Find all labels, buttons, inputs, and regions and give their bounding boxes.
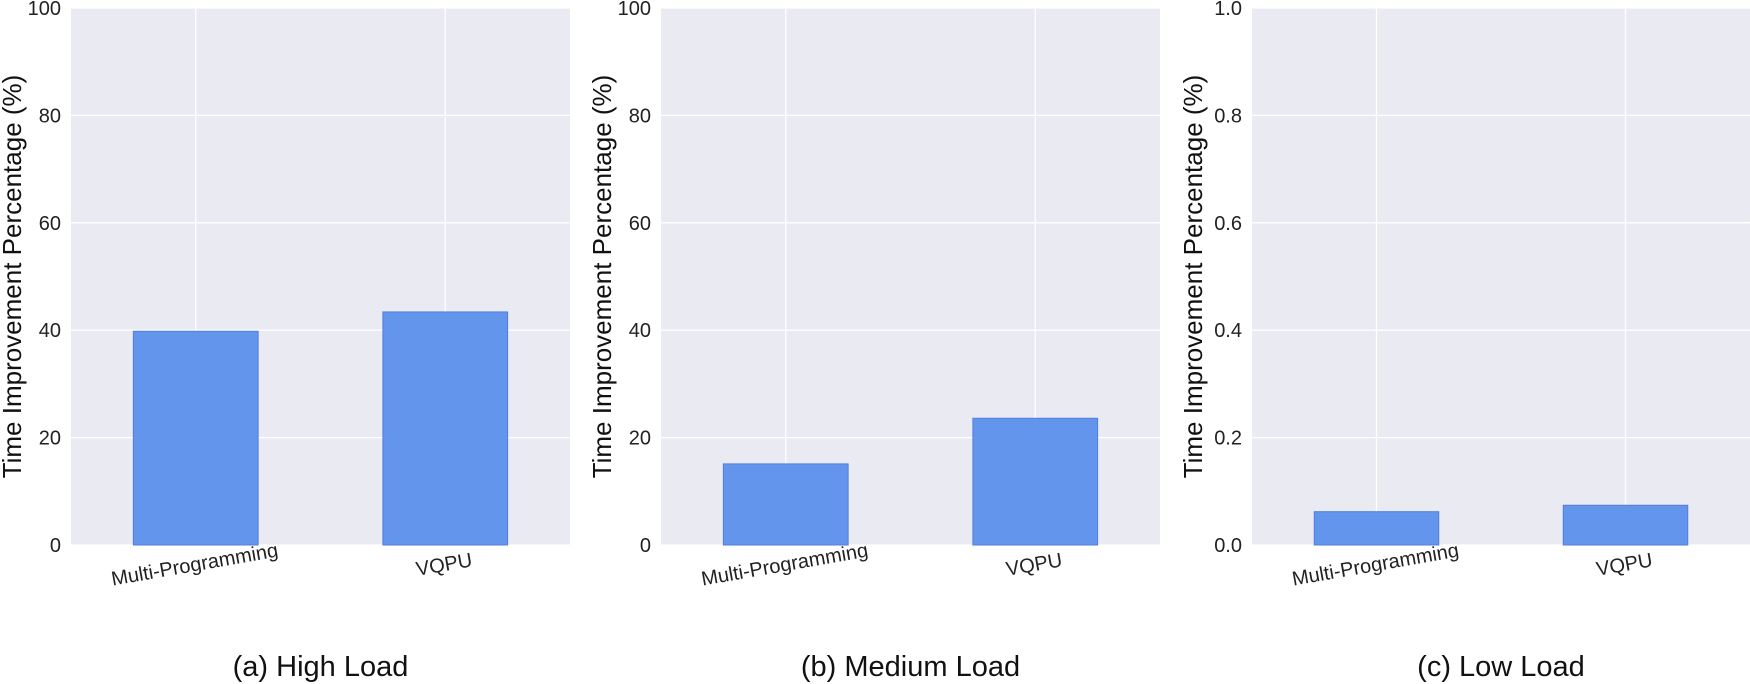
x-tick-label: Multi-Programming [700,540,870,591]
y-axis-title: Time Improvement Percentage (%) [1178,75,1208,479]
panel-caption: (c) Low Load [1417,651,1585,683]
y-tick-label: 40 [39,320,61,342]
y-tick-label: 0.8 [1214,105,1242,127]
bar-multi-programming [722,463,849,546]
x-tick-label: Multi-Programming [1290,540,1460,591]
x-tick-label: VQPU [1595,549,1655,581]
y-tick-label: 1.0 [1214,0,1242,20]
bar-vqpu [382,311,509,546]
chart-panel-2: 0 20 40 60 80 100 Multi-Programming VQPU Time Im… [587,0,1160,683]
y-tick-label: 100 [28,0,61,20]
panel-caption: (b) Medium Load [801,651,1020,683]
chart-panel-3: 0.0 0.2 0.4 0.6 0.8 1.0 Multi-Programming VQPU T… [1178,0,1750,683]
y-tick-label: 0 [640,535,651,557]
y-tick-label: 0.6 [1214,213,1242,235]
plot-area [1252,8,1750,545]
bar-vqpu [1562,504,1689,546]
y-tick-label: 0.2 [1214,428,1242,450]
y-tick-label: 60 [39,213,61,235]
y-tick-label: 20 [629,428,651,450]
y-tick-label: 0.0 [1214,535,1242,557]
y-tick-label: 60 [629,213,651,235]
x-tick-label: Multi-Programming [110,540,280,591]
y-tick-label: 0 [50,535,61,557]
panel-caption: (a) High Load [233,651,409,683]
bar-multi-programming [132,330,259,546]
y-tick-label: 80 [629,105,651,127]
y-axis-title: Time Improvement Percentage (%) [587,75,617,479]
y-tick-label: 40 [629,320,651,342]
x-tick-label: VQPU [414,549,474,581]
bar-multi-programming [1313,511,1440,546]
y-axis-title: Time Improvement Percentage (%) [0,75,27,479]
y-tick-label: 0.4 [1214,320,1242,342]
y-tick-label: 100 [618,0,651,20]
y-tick-label: 80 [39,105,61,127]
y-tick-label: 20 [39,428,61,450]
bar-vqpu [972,417,1099,546]
chart-panel-1: 0 20 40 60 80 100 Multi-Programming VQPU Time Im… [0,0,570,683]
x-tick-label: VQPU [1004,549,1064,581]
